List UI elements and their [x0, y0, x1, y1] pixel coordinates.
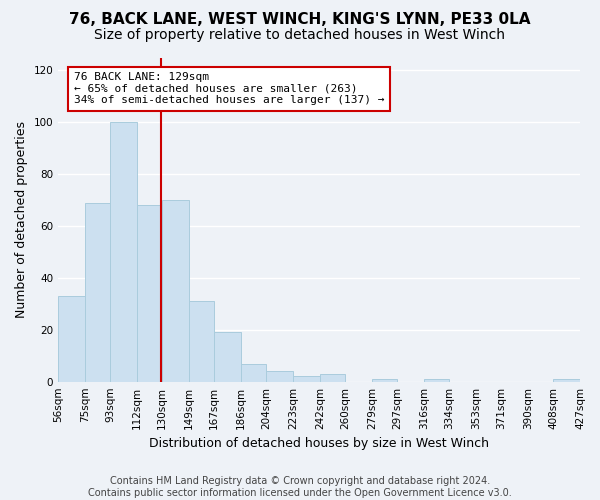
Bar: [214, 332, 241, 382]
Bar: [110, 122, 137, 382]
Text: 76, BACK LANE, WEST WINCH, KING'S LYNN, PE33 0LA: 76, BACK LANE, WEST WINCH, KING'S LYNN, …: [69, 12, 531, 28]
Text: Contains HM Land Registry data © Crown copyright and database right 2024.
Contai: Contains HM Land Registry data © Crown c…: [88, 476, 512, 498]
Bar: [58, 296, 85, 382]
Bar: [162, 200, 189, 382]
Bar: [553, 379, 580, 382]
Text: 76 BACK LANE: 129sqm
← 65% of detached houses are smaller (263)
34% of semi-deta: 76 BACK LANE: 129sqm ← 65% of detached h…: [74, 72, 385, 106]
Bar: [424, 379, 449, 382]
Bar: [320, 374, 345, 382]
Y-axis label: Number of detached properties: Number of detached properties: [15, 121, 28, 318]
Bar: [85, 202, 110, 382]
Bar: [293, 376, 320, 382]
Bar: [241, 364, 266, 382]
X-axis label: Distribution of detached houses by size in West Winch: Distribution of detached houses by size …: [149, 437, 489, 450]
Bar: [266, 372, 293, 382]
Bar: [372, 379, 397, 382]
Bar: [137, 206, 162, 382]
Bar: [189, 302, 214, 382]
Text: Size of property relative to detached houses in West Winch: Size of property relative to detached ho…: [95, 28, 505, 42]
